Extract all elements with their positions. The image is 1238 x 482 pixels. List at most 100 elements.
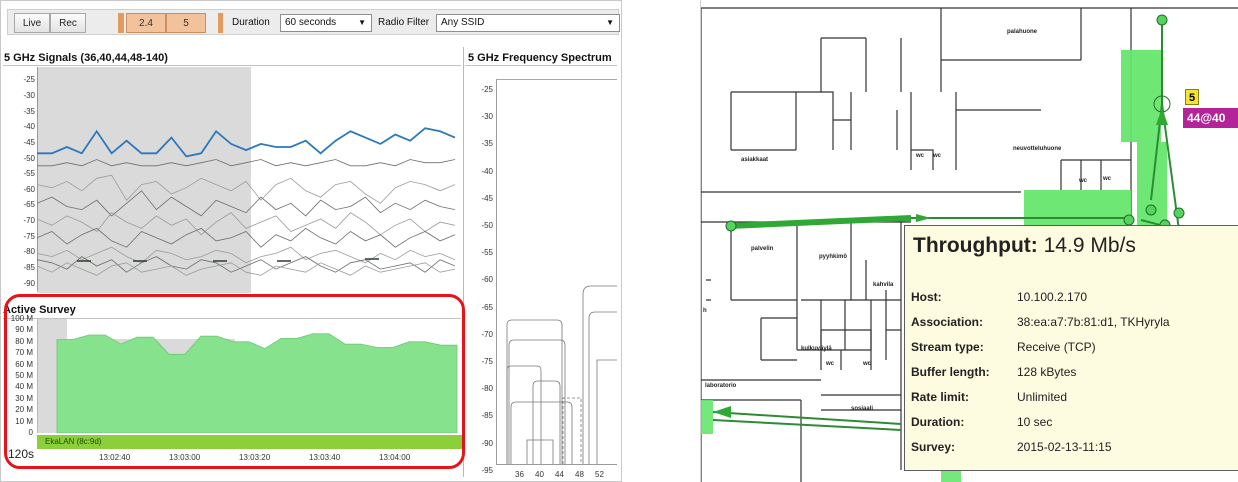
tooltip-value-survey: 2015-02-13-11:15	[1017, 440, 1112, 454]
svg-text:laboratorio: laboratorio	[705, 383, 737, 389]
panel-divider	[465, 65, 617, 66]
signals-y-tick: -75	[23, 231, 35, 241]
signal-series	[37, 262, 456, 276]
survey-panel-title: Active Survey	[3, 304, 76, 316]
band-5-button[interactable]: 5	[166, 13, 206, 33]
survey-y-tick: 70 M	[15, 348, 33, 358]
survey-x-tick: 13:02:40	[99, 453, 131, 462]
spectrum-y-tick: -75	[481, 357, 493, 366]
spectrum-x-tick: 36	[515, 470, 524, 479]
band-separator	[118, 13, 124, 33]
tooltip-key-rate-limit: Rate limit:	[911, 390, 970, 404]
spectrum-y-tick: -90	[481, 438, 493, 448]
signal-series	[37, 256, 456, 273]
signal-series	[37, 227, 456, 248]
spectrum-y-tick: -40	[481, 166, 493, 176]
spectrum-panel-title: 5 GHz Frequency Spectrum	[468, 52, 612, 64]
survey-y-tick: 60 M	[15, 359, 33, 369]
signal-series-highlighted	[37, 127, 456, 158]
duration-select[interactable]: 60 seconds ▼	[280, 14, 372, 32]
signals-y-tick: -35	[23, 106, 35, 116]
signals-chart	[37, 127, 456, 276]
signal-series	[37, 174, 456, 204]
spectrum-y-tick: -70	[481, 329, 493, 339]
rec-button[interactable]: Rec	[50, 13, 86, 33]
radio-filter-select[interactable]: Any SSID ▼	[436, 14, 620, 32]
spectrum-y-tick: -60	[481, 275, 493, 285]
tooltip-value-association: 38:ea:a7:7b:81:d1, TKHyryla	[1017, 315, 1170, 329]
survey-legend-bar: EkaLAN (8c:9d)	[37, 435, 463, 449]
floor-plan-map[interactable]: palahuone neuvotteluhuone asiakkaat wc w…	[700, 0, 1238, 482]
signals-y-tick: -30	[23, 90, 35, 100]
signals-y-tick: -80	[23, 247, 35, 257]
tooltip-key-stream-type: Stream type:	[911, 340, 984, 354]
survey-x-tick: 13:03:20	[239, 453, 271, 462]
svg-text:palvelin: palvelin	[751, 246, 774, 252]
svg-text:sosiaali: sosiaali	[851, 406, 873, 412]
spectrum-y-tick: -30	[481, 112, 493, 122]
history-shade	[37, 67, 251, 293]
panel-divider	[3, 65, 461, 66]
svg-text:wc: wc	[1078, 178, 1088, 184]
svg-text:wc: wc	[932, 153, 942, 159]
survey-chart	[37, 319, 458, 433]
spectrum-y-tick: -45	[481, 193, 493, 203]
spectrum-y-tick: -80	[481, 384, 493, 394]
panel-divider	[3, 318, 461, 319]
spectrum-x-axis	[496, 464, 617, 465]
spectrum-y-tick: -85	[481, 411, 493, 421]
chevron-down-icon: ▼	[358, 18, 366, 27]
wifi-analyzer-window: Live Rec 2.4 5 Duration 60 seconds ▼ Radi…	[0, 0, 622, 482]
panel-splitter[interactable]	[463, 47, 464, 477]
survey-y-tick: 30 M	[15, 393, 33, 403]
signals-y-tick: -85	[23, 263, 35, 273]
tooltip-value-stream-type: Receive (TCP)	[1017, 340, 1096, 354]
spectrum-y-tick: -50	[481, 221, 493, 230]
svg-text:asiakkaat: asiakkaat	[741, 157, 768, 163]
tooltip-value-rate-limit: Unlimited	[1017, 390, 1068, 404]
band-separator	[218, 13, 223, 33]
svg-text:kahvila: kahvila	[873, 282, 894, 288]
spectrum-chart	[506, 285, 617, 464]
signal-series	[37, 159, 456, 167]
signals-y-tick: -40	[23, 122, 35, 132]
svg-text:wc: wc	[1102, 176, 1112, 182]
survey-y-tick: 40 M	[15, 382, 33, 392]
channel-count-badge: 5	[1185, 89, 1199, 105]
spectrum-y-tick: -55	[481, 248, 493, 258]
tooltip-key-association: Association:	[911, 315, 984, 329]
chevron-down-icon: ▼	[606, 18, 614, 27]
band-2-4-button[interactable]: 2.4	[126, 13, 166, 33]
signals-y-tick: -55	[23, 169, 35, 179]
signals-panel-title: 5 GHz Signals (36,40,44,48-140)	[4, 52, 168, 64]
survey-y-tick: 10 M	[15, 416, 33, 426]
svg-text:kulkuväylä: kulkuväylä	[801, 346, 832, 352]
toolbar: Live Rec 2.4 5 Duration 60 seconds ▼ Radi…	[7, 9, 620, 35]
throughput-tooltip: Throughput: 14.9 Mb/s Host: 10.100.2.170…	[904, 225, 1238, 471]
live-button[interactable]: Live	[14, 13, 50, 33]
spectrum-y-tick: -65	[481, 302, 493, 312]
radio-filter-label: Radio Filter	[378, 17, 430, 28]
signal-series	[37, 246, 456, 264]
spectrum-top-line	[496, 79, 617, 80]
svg-text:neuvotteluhuone: neuvotteluhuone	[1013, 146, 1062, 152]
annotation-highlight-ring	[4, 294, 465, 469]
survey-y-tick: 50 M	[15, 371, 33, 380]
tooltip-value-buffer-length: 128 kBytes	[1017, 365, 1077, 379]
spectrum-y-tick: -25	[481, 85, 493, 94]
svg-text:h: h	[703, 308, 707, 314]
svg-text:pyyhkimö: pyyhkimö	[819, 254, 847, 260]
svg-text:wc: wc	[862, 361, 872, 367]
survey-y-tick: 80 M	[15, 336, 33, 346]
survey-y-tick: 90 M	[15, 325, 33, 335]
spectrum-x-tick: 48	[575, 470, 584, 479]
tooltip-value-duration: 10 sec	[1017, 415, 1053, 429]
signals-y-tick: -25	[23, 75, 35, 85]
tooltip-key-survey: Survey:	[911, 440, 956, 454]
survey-x-tick: 13:03:40	[309, 453, 341, 462]
signals-y-axis	[37, 67, 38, 291]
spectrum-x-tick: 44	[555, 470, 564, 479]
signals-y-tick: -70	[23, 216, 35, 226]
survey-y-tick: 20 M	[15, 405, 33, 415]
channel-width-badge: 44@40	[1183, 108, 1238, 128]
